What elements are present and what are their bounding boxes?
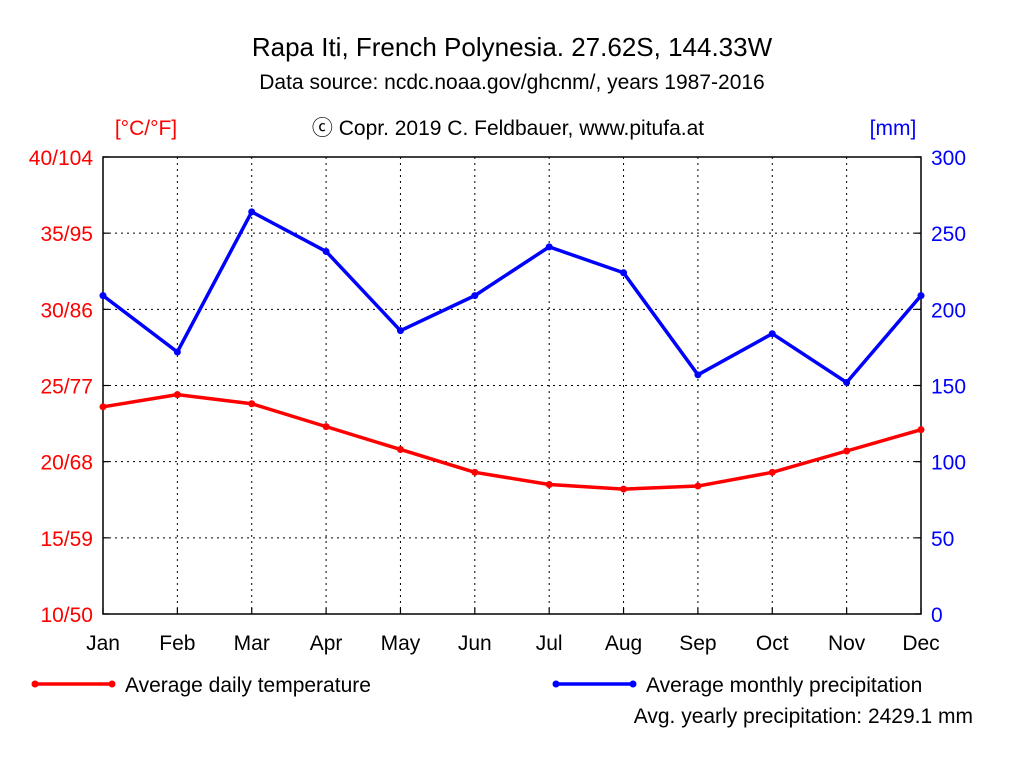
temperature-line [102,392,922,491]
x-tick-label: Oct [756,632,789,655]
temperature-point [396,445,404,453]
legend-precipitation-marker-right [629,680,637,688]
right-tick-label: 0 [931,604,943,627]
temperature-point [620,485,628,493]
precipitation-point [843,378,851,386]
precipitation-point [322,247,330,255]
x-tick-label: Dec [902,632,939,655]
precipitation-point [471,292,479,300]
precipitation-point [99,292,107,300]
x-tick-label: Sep [679,632,716,655]
x-tick-label: Mar [234,632,270,655]
x-tick-label: Apr [310,632,343,655]
left-tick-label: 15/59 [40,528,93,551]
temperature-point [768,468,776,476]
legend-temperature-label: Average daily temperature [125,674,371,697]
right-tick-label: 300 [931,147,966,170]
left-axis-unit: [°C/°F] [115,117,177,140]
left-tick-label: 25/77 [40,376,93,399]
yearly-precipitation-annotation: Avg. yearly precipitation: 2429.1 mm [634,705,973,728]
temperature-point [99,403,107,411]
precipitation-point [917,292,925,300]
chart-title: Rapa Iti, French Polynesia. 27.62S, 144.… [252,32,773,62]
right-axis-unit: [mm] [870,117,917,140]
precipitation-line [101,210,923,385]
legend-precipitation-marker-left [552,680,560,688]
temperature-point [248,400,256,408]
temperature-point [917,426,925,434]
precipitation-point [768,330,776,338]
legend-temperature-marker-left [31,680,39,688]
temperature-point [173,391,181,399]
chart-subtitle: Data source: ncdc.noaa.gov/ghcnm/, years… [259,71,764,94]
legend-precipitation: Average monthly precipitation [552,674,922,697]
x-tick-label: Jun [458,632,492,655]
x-tick-label: Jan [86,632,120,655]
grid-lines [103,157,921,614]
temperature-point [471,468,479,476]
precipitation-point [396,327,404,335]
legend-precipitation-label: Average monthly precipitation [646,674,922,697]
left-tick-label: 20/68 [40,452,93,475]
left-tick-label: 40/104 [29,147,94,170]
precipitation-point [620,269,628,277]
legend-temperature: Average daily temperature [31,674,371,697]
x-tick-label: Jul [536,632,563,655]
precipitation-series [99,208,925,386]
precipitation-point [173,348,181,356]
precipitation-point [545,243,553,251]
right-tick-label: 200 [931,299,966,322]
temperature-point [694,482,702,490]
copyright-text: ⓒ Copr. 2019 C. Feldbauer, www.pitufa.at [312,117,704,140]
precipitation-point [248,208,256,216]
right-axis-ticks: 0 50 100 150 200 250 300 [915,147,966,627]
x-tick-label: Nov [828,632,866,655]
left-tick-label: 35/95 [40,223,93,246]
legend: Average daily temperature Average monthl… [31,674,922,697]
left-axis-ticks: 10/50 15/59 20/68 25/77 30/86 35/95 40/104 [29,147,109,627]
series-lines [99,208,925,493]
left-tick-label: 10/50 [40,604,93,627]
precipitation-point [694,371,702,379]
x-tick-label: Aug [605,632,642,655]
temperature-point [545,481,553,489]
right-tick-label: 250 [931,223,966,246]
right-tick-label: 50 [931,528,954,551]
legend-temperature-marker-right [108,680,116,688]
temperature-point [322,423,330,431]
left-tick-label: 30/86 [40,299,93,322]
temperature-point [843,447,851,455]
x-tick-label: Feb [159,632,195,655]
right-tick-label: 100 [931,452,966,475]
temperature-series [99,391,925,493]
right-tick-label: 150 [931,376,966,399]
x-tick-label: May [381,632,421,655]
x-axis-ticks: Jan Feb Mar Apr May Jun Jul Aug Sep Oct Nov Dec [86,608,940,655]
